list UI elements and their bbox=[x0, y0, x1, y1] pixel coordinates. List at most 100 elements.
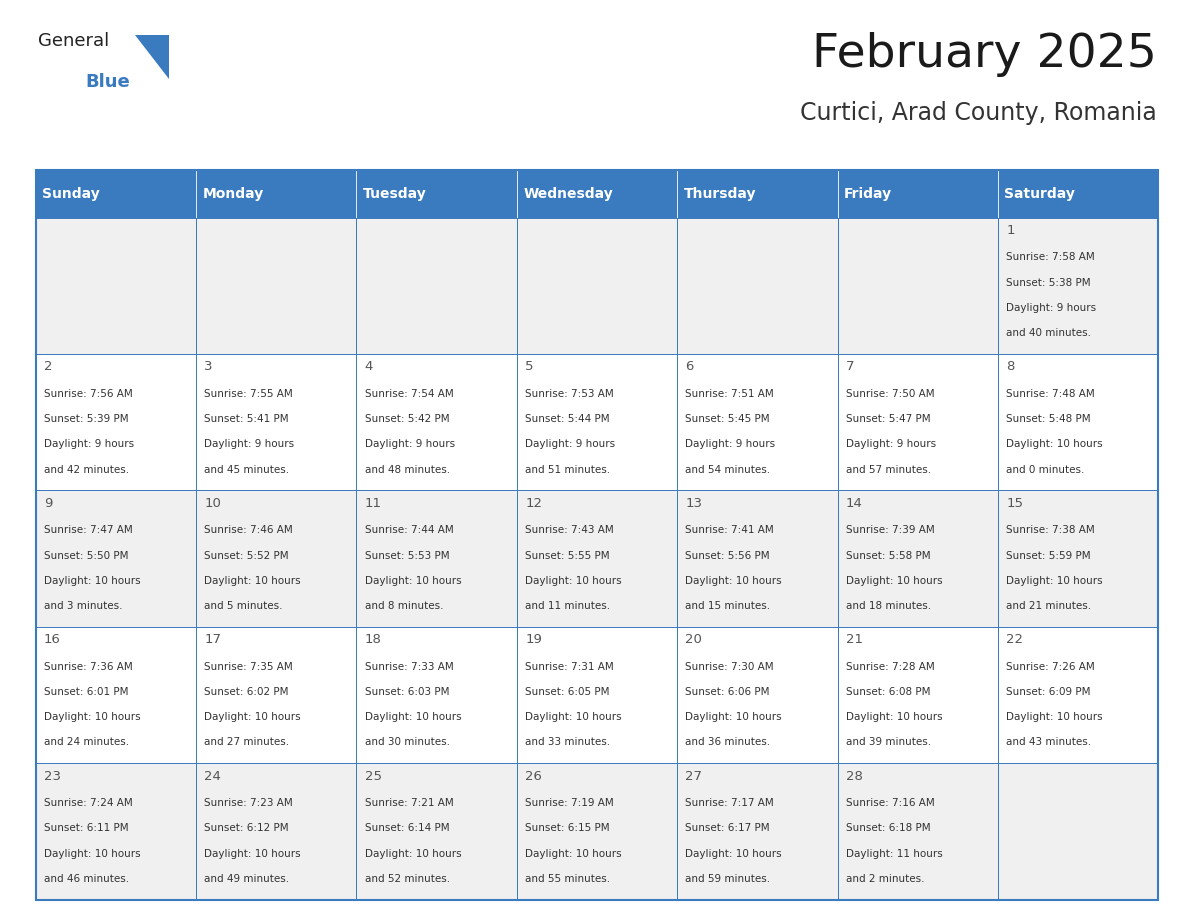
Text: Daylight: 9 hours: Daylight: 9 hours bbox=[846, 440, 936, 449]
Bar bbox=[838, 218, 998, 354]
Text: Daylight: 9 hours: Daylight: 9 hours bbox=[525, 440, 615, 449]
Text: and 18 minutes.: and 18 minutes. bbox=[846, 601, 931, 611]
Text: Sunset: 6:17 PM: Sunset: 6:17 PM bbox=[685, 823, 770, 834]
Text: 17: 17 bbox=[204, 633, 221, 646]
Bar bbox=[838, 170, 998, 218]
Text: Daylight: 10 hours: Daylight: 10 hours bbox=[525, 848, 621, 858]
Bar bbox=[677, 490, 838, 627]
Text: and 59 minutes.: and 59 minutes. bbox=[685, 874, 771, 884]
Text: 14: 14 bbox=[846, 497, 862, 509]
Text: Daylight: 10 hours: Daylight: 10 hours bbox=[44, 848, 140, 858]
Text: Sunset: 5:39 PM: Sunset: 5:39 PM bbox=[44, 414, 128, 424]
Bar bbox=[838, 490, 998, 627]
Bar bbox=[36, 354, 196, 490]
Text: 26: 26 bbox=[525, 769, 542, 783]
Text: Sunrise: 7:21 AM: Sunrise: 7:21 AM bbox=[365, 798, 454, 808]
Bar bbox=[36, 170, 1158, 900]
Bar bbox=[677, 170, 838, 218]
Text: Sunset: 5:52 PM: Sunset: 5:52 PM bbox=[204, 551, 289, 561]
Text: Friday: Friday bbox=[843, 186, 892, 201]
Text: 11: 11 bbox=[365, 497, 381, 509]
Text: Sunrise: 7:43 AM: Sunrise: 7:43 AM bbox=[525, 525, 614, 535]
Bar bbox=[36, 490, 196, 627]
Text: 6: 6 bbox=[685, 361, 694, 374]
Text: and 30 minutes.: and 30 minutes. bbox=[365, 737, 450, 747]
Text: Tuesday: Tuesday bbox=[362, 186, 426, 201]
Text: Daylight: 10 hours: Daylight: 10 hours bbox=[525, 712, 621, 722]
Text: and 0 minutes.: and 0 minutes. bbox=[1006, 465, 1085, 475]
Text: and 54 minutes.: and 54 minutes. bbox=[685, 465, 771, 475]
Text: Daylight: 11 hours: Daylight: 11 hours bbox=[846, 848, 942, 858]
Text: Sunset: 6:12 PM: Sunset: 6:12 PM bbox=[204, 823, 289, 834]
Bar bbox=[517, 354, 677, 490]
Text: Sunrise: 7:24 AM: Sunrise: 7:24 AM bbox=[44, 798, 133, 808]
Text: Sunset: 5:58 PM: Sunset: 5:58 PM bbox=[846, 551, 930, 561]
Bar bbox=[36, 218, 196, 354]
Text: Sunrise: 7:36 AM: Sunrise: 7:36 AM bbox=[44, 662, 133, 672]
Text: Sunrise: 7:55 AM: Sunrise: 7:55 AM bbox=[204, 389, 293, 398]
Bar bbox=[517, 218, 677, 354]
Bar bbox=[36, 627, 196, 763]
Text: Sunset: 6:15 PM: Sunset: 6:15 PM bbox=[525, 823, 609, 834]
Text: Sunrise: 7:46 AM: Sunrise: 7:46 AM bbox=[204, 525, 293, 535]
Polygon shape bbox=[135, 35, 169, 79]
Bar bbox=[998, 354, 1158, 490]
Bar bbox=[517, 490, 677, 627]
Bar bbox=[356, 218, 517, 354]
Text: Sunrise: 7:33 AM: Sunrise: 7:33 AM bbox=[365, 662, 454, 672]
Bar bbox=[196, 170, 356, 218]
Text: Sunset: 6:06 PM: Sunset: 6:06 PM bbox=[685, 687, 770, 697]
Bar bbox=[677, 354, 838, 490]
Bar bbox=[838, 627, 998, 763]
Text: 8: 8 bbox=[1006, 361, 1015, 374]
Text: Sunset: 5:41 PM: Sunset: 5:41 PM bbox=[204, 414, 289, 424]
Text: and 15 minutes.: and 15 minutes. bbox=[685, 601, 771, 611]
Text: Daylight: 10 hours: Daylight: 10 hours bbox=[846, 576, 942, 586]
Text: 27: 27 bbox=[685, 769, 702, 783]
Text: Daylight: 9 hours: Daylight: 9 hours bbox=[44, 440, 134, 449]
Text: 15: 15 bbox=[1006, 497, 1023, 509]
Bar bbox=[998, 627, 1158, 763]
Text: and 45 minutes.: and 45 minutes. bbox=[204, 465, 290, 475]
Text: and 8 minutes.: and 8 minutes. bbox=[365, 601, 443, 611]
Text: Daylight: 10 hours: Daylight: 10 hours bbox=[1006, 576, 1102, 586]
Bar bbox=[356, 170, 517, 218]
Bar bbox=[356, 354, 517, 490]
Text: 5: 5 bbox=[525, 361, 533, 374]
Text: 12: 12 bbox=[525, 497, 542, 509]
Text: Daylight: 10 hours: Daylight: 10 hours bbox=[204, 576, 301, 586]
Text: Sunrise: 7:28 AM: Sunrise: 7:28 AM bbox=[846, 662, 935, 672]
Text: General: General bbox=[38, 32, 109, 50]
Bar bbox=[196, 627, 356, 763]
Text: and 43 minutes.: and 43 minutes. bbox=[1006, 737, 1092, 747]
Text: 9: 9 bbox=[44, 497, 52, 509]
Bar bbox=[677, 763, 838, 900]
Text: Sunset: 6:03 PM: Sunset: 6:03 PM bbox=[365, 687, 449, 697]
Text: Daylight: 10 hours: Daylight: 10 hours bbox=[44, 712, 140, 722]
Text: Sunrise: 7:44 AM: Sunrise: 7:44 AM bbox=[365, 525, 454, 535]
Text: Sunrise: 7:30 AM: Sunrise: 7:30 AM bbox=[685, 662, 775, 672]
Text: Sunset: 5:56 PM: Sunset: 5:56 PM bbox=[685, 551, 770, 561]
Bar bbox=[36, 763, 196, 900]
Text: Sunset: 5:44 PM: Sunset: 5:44 PM bbox=[525, 414, 609, 424]
Text: Sunrise: 7:17 AM: Sunrise: 7:17 AM bbox=[685, 798, 775, 808]
Text: Monday: Monday bbox=[202, 186, 264, 201]
Text: Sunrise: 7:19 AM: Sunrise: 7:19 AM bbox=[525, 798, 614, 808]
Text: 19: 19 bbox=[525, 633, 542, 646]
Text: Sunset: 5:48 PM: Sunset: 5:48 PM bbox=[1006, 414, 1091, 424]
Text: 25: 25 bbox=[365, 769, 381, 783]
Text: Daylight: 10 hours: Daylight: 10 hours bbox=[204, 848, 301, 858]
Bar bbox=[517, 627, 677, 763]
Text: 24: 24 bbox=[204, 769, 221, 783]
Text: Sunrise: 7:48 AM: Sunrise: 7:48 AM bbox=[1006, 389, 1095, 398]
Text: and 24 minutes.: and 24 minutes. bbox=[44, 737, 129, 747]
Text: 2: 2 bbox=[44, 361, 52, 374]
Bar bbox=[356, 490, 517, 627]
Text: Daylight: 9 hours: Daylight: 9 hours bbox=[365, 440, 455, 449]
Bar bbox=[517, 170, 677, 218]
Text: Sunset: 5:38 PM: Sunset: 5:38 PM bbox=[1006, 277, 1091, 287]
Text: Sunrise: 7:38 AM: Sunrise: 7:38 AM bbox=[1006, 525, 1095, 535]
Text: Sunset: 5:45 PM: Sunset: 5:45 PM bbox=[685, 414, 770, 424]
Text: Sunset: 5:42 PM: Sunset: 5:42 PM bbox=[365, 414, 449, 424]
Text: 1: 1 bbox=[1006, 224, 1015, 237]
